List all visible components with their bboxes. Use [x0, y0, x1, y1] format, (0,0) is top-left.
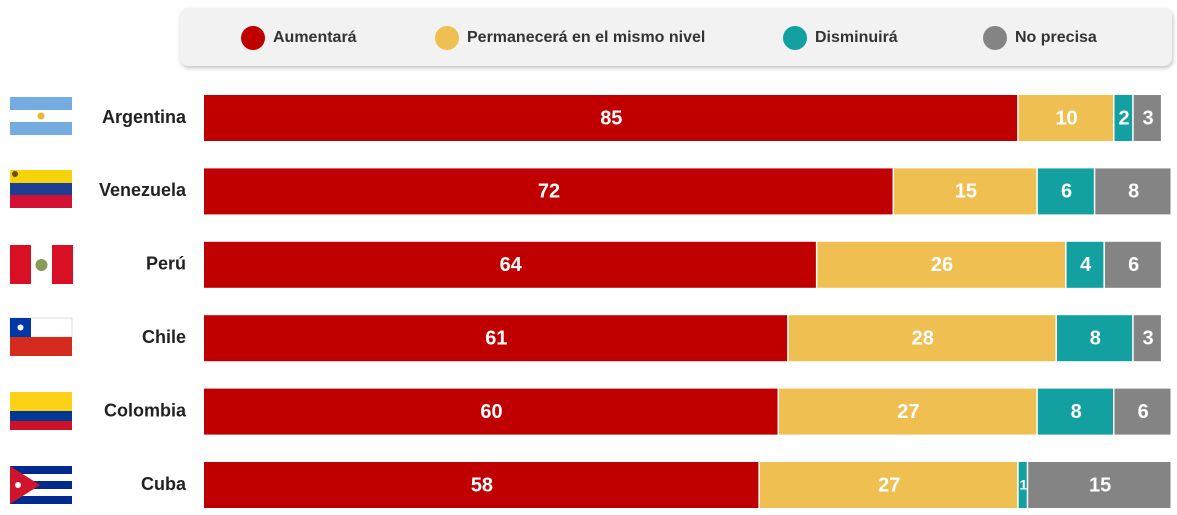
bar-segment: [1018, 95, 1113, 141]
bar-segment: [1066, 241, 1104, 288]
flag-colombia: [10, 392, 72, 430]
value-label: 4: [1080, 254, 1092, 276]
flags: [9, 97, 73, 504]
y-tick-label: Cuba: [141, 474, 187, 494]
bar-segment: [779, 388, 1037, 435]
flag-venezuela: [10, 170, 72, 208]
value-label: 15: [1089, 474, 1111, 496]
legend-swatch: [241, 26, 265, 50]
flag-argentina: [10, 97, 72, 135]
value-label: 64: [500, 254, 523, 276]
flag-peru: [10, 245, 73, 284]
flag-chile: [9, 317, 73, 356]
bar-segment: [1095, 168, 1171, 215]
bar-segment: [204, 388, 778, 435]
value-label: 10: [1055, 107, 1077, 129]
bar-segment: [894, 168, 1037, 215]
value-label: 61: [485, 327, 507, 349]
bar-segment: [1056, 315, 1133, 362]
legend-label: Permanecerá en el mismo nivel: [467, 29, 705, 46]
legend-swatch: [435, 26, 459, 50]
flag-cuba: [10, 466, 72, 504]
bar-segment: [204, 241, 816, 288]
bar-segment: [1037, 388, 1113, 435]
bar-segment: [204, 95, 1018, 141]
bar-segment: [788, 315, 1056, 362]
value-label: 6: [1138, 401, 1149, 423]
value-label: 1: [1020, 477, 1028, 493]
legend-label: Disminuirá: [815, 29, 898, 46]
bar-segment: [759, 462, 1018, 508]
value-label: 6: [1061, 181, 1072, 203]
value-label: 28: [912, 327, 934, 349]
value-label: 27: [897, 401, 919, 423]
value-label: 85: [600, 107, 622, 129]
legend-box: [180, 8, 1172, 66]
bar-segment: [1018, 462, 1027, 508]
value-label: 8: [1090, 327, 1101, 349]
legend-swatch: [783, 26, 807, 50]
bar-segment: [1114, 95, 1133, 141]
legend-label: Aumentará: [273, 29, 357, 46]
bar-segment: [204, 315, 788, 362]
value-label: 58: [471, 474, 493, 496]
value-label: 60: [480, 401, 502, 423]
legend-label: No precisa: [1015, 29, 1097, 46]
bar-segment: [204, 168, 893, 215]
value-label: 3: [1142, 327, 1153, 349]
bar-segment: [1133, 95, 1161, 141]
value-label: 15: [955, 181, 977, 203]
y-tick-label: Colombia: [104, 400, 187, 420]
bar-segment: [817, 241, 1066, 288]
y-tick-label: Perú: [146, 254, 186, 274]
value-label: 26: [931, 254, 953, 276]
value-label: 72: [538, 181, 560, 203]
value-label: 27: [878, 474, 900, 496]
bar-segment: [1037, 168, 1094, 215]
value-label: 8: [1128, 181, 1139, 203]
bar-segment: [204, 462, 759, 508]
bar-segment: [1114, 388, 1171, 435]
bar-segment: [1028, 462, 1171, 508]
y-tick-label: Venezuela: [99, 180, 187, 200]
bar-segment: [1133, 315, 1161, 362]
value-label: 2: [1119, 107, 1130, 129]
value-label: 8: [1071, 401, 1082, 423]
value-label: 3: [1142, 107, 1153, 129]
legend-swatch: [983, 26, 1007, 50]
y-tick-label: Chile: [142, 327, 186, 347]
y-tick-label: Argentina: [102, 107, 187, 127]
bar-segment: [1104, 241, 1161, 288]
value-label: 6: [1128, 254, 1139, 276]
